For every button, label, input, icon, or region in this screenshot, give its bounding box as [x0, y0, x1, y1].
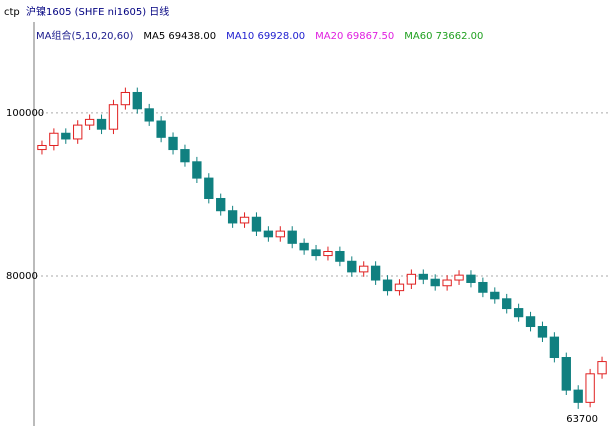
candle-body: [455, 275, 463, 280]
candle-body: [97, 119, 105, 129]
candle-body: [395, 284, 403, 291]
candle-body: [228, 211, 236, 223]
candle-body: [145, 109, 153, 121]
candle-body: [109, 105, 117, 129]
candle-body: [169, 137, 177, 149]
candle-body: [300, 243, 308, 250]
legend-item: MA10 69928.00: [226, 31, 305, 42]
candle-body: [74, 125, 82, 139]
candle-body: [348, 261, 356, 272]
legend-item: MA5 69438.00: [143, 31, 216, 42]
candle-body: [443, 280, 451, 286]
legend-item: MA60 73662.00: [404, 31, 483, 42]
candle-body: [288, 231, 296, 243]
legend-item: MA20 69867.50: [315, 31, 394, 42]
candle-body: [562, 358, 570, 391]
candle-body: [62, 133, 70, 139]
candle-body: [371, 266, 379, 280]
instrument: 沪镍1605 (SHFE ni1605) 日线: [26, 5, 169, 18]
candle-body: [240, 217, 248, 223]
candle-body: [38, 145, 46, 149]
candle-body: [491, 292, 499, 299]
candle-body: [431, 279, 439, 286]
candle-body: [407, 274, 415, 284]
candle-body: [264, 231, 272, 237]
candle-body: [360, 266, 368, 272]
candle-body: [193, 162, 201, 178]
candle-body: [133, 92, 141, 108]
candle-body: [217, 198, 225, 210]
candle-body: [526, 317, 534, 327]
legend: MA组合(5,10,20,60) MA5 69438.00 MA10 69928.0…: [36, 29, 483, 42]
candle-body: [121, 92, 129, 104]
candle-body: [336, 251, 344, 261]
candle-body: [252, 217, 260, 231]
y-tick-label: 100000: [6, 108, 44, 119]
candle-body: [50, 133, 58, 145]
candle-body: [574, 390, 582, 402]
candle-body: [479, 282, 487, 292]
candle-body: [324, 251, 332, 255]
candle-body: [276, 231, 284, 237]
chart: ctp 沪镍1605 (SHFE ni1605) 日线 MA组合(5,10,20…: [0, 0, 612, 426]
candle-body: [205, 178, 213, 198]
candle-body: [312, 250, 320, 256]
candle-body: [550, 337, 558, 357]
candle-body: [383, 280, 391, 291]
y-tick-label: 80000: [6, 271, 38, 282]
candle-body: [514, 309, 522, 317]
candle-body: [598, 362, 606, 374]
legend-item: MA组合(5,10,20,60): [36, 29, 133, 42]
low-label: 63700: [566, 414, 598, 425]
candle-body: [586, 374, 594, 403]
candle-body: [181, 150, 189, 162]
candle-body: [85, 119, 93, 125]
candle-body: [503, 299, 511, 309]
candle-body: [157, 121, 165, 137]
candle-body: [467, 275, 475, 282]
candle-body: [419, 274, 427, 279]
source: ctp: [4, 7, 20, 18]
candle-body: [538, 327, 546, 338]
